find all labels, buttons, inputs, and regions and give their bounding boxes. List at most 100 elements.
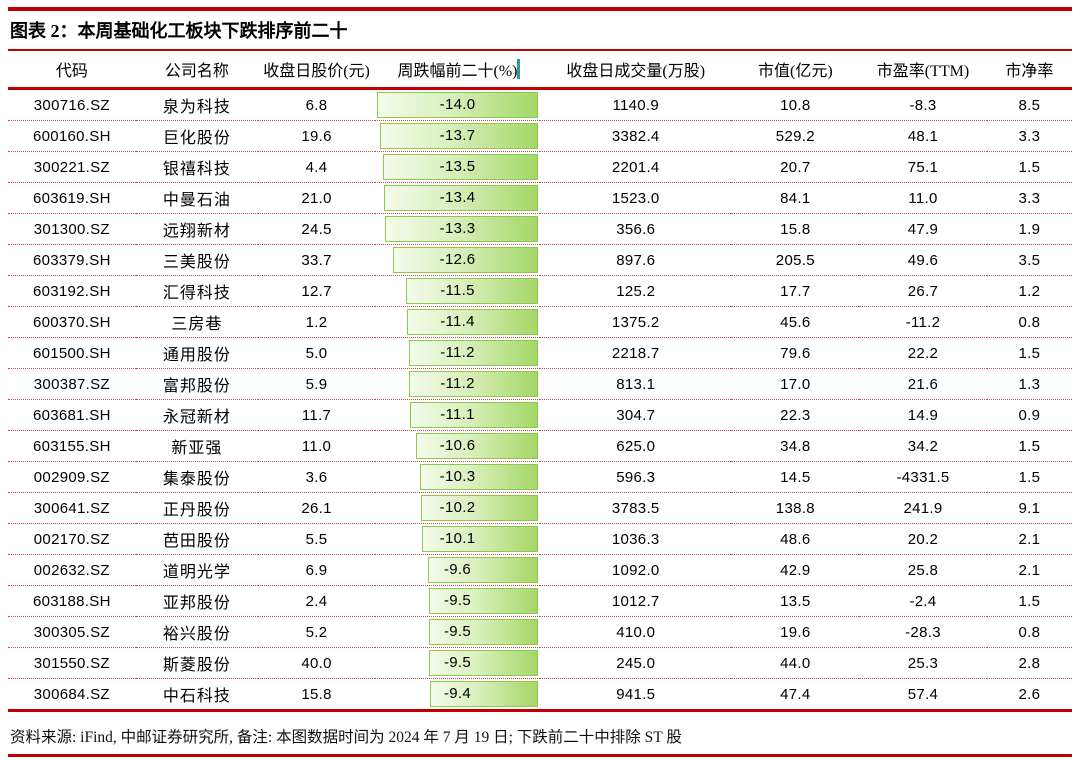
cell-market-cap: 20.7 (731, 151, 860, 183)
cell-closing-volume: 1375.2 (539, 306, 732, 338)
table-row: 300221.SZ 银禧科技 4.4 -13.5 2201.4 20.7 75.1 1.5 (8, 151, 1072, 183)
cell-pb-ratio: 0.9 (986, 399, 1072, 431)
cell-pb-ratio: 1.2 (986, 275, 1072, 307)
cell-pe-ratio: 241.9 (859, 492, 987, 524)
decline-value: -11.2 (440, 375, 475, 392)
cell-closing-volume: 1012.7 (539, 585, 732, 617)
decline-data-bar (382, 154, 538, 180)
cell-weekly-decline: -11.1 (375, 399, 540, 431)
cell-weekly-decline: -12.6 (375, 244, 540, 276)
cell-market-cap: 529.2 (731, 120, 860, 152)
cell-pe-ratio: 34.2 (859, 430, 987, 462)
decline-value: -9.5 (443, 654, 472, 671)
cell-company-name: 泉为科技 (135, 88, 259, 121)
cell-weekly-decline: -13.5 (375, 151, 540, 183)
decline-data-bar (430, 681, 538, 707)
cell-pe-ratio: 20.2 (859, 523, 987, 555)
cell-pb-ratio: 1.5 (986, 430, 1072, 462)
cell-closing-volume: 1523.0 (539, 182, 732, 214)
decline-data-bar (421, 526, 538, 552)
decline-bar-track: -11.5 (377, 278, 538, 304)
cell-stock-code: 300221.SZ (8, 151, 136, 183)
decline-bar-track: -9.6 (377, 557, 538, 583)
decline-value: -13.5 (439, 158, 476, 175)
cell-pe-ratio: -11.2 (859, 306, 987, 338)
cell-market-cap: 44.0 (731, 647, 860, 679)
cell-weekly-decline: -13.4 (375, 182, 540, 214)
cell-pb-ratio: 0.8 (986, 306, 1072, 338)
table-row: 300305.SZ 裕兴股份 5.2 -9.5 410.0 19.6 -28.3 0.8 (8, 616, 1072, 648)
cell-market-cap: 45.6 (731, 306, 860, 338)
cell-closing-volume: 1092.0 (539, 554, 732, 586)
decline-value: -10.6 (439, 437, 476, 454)
cell-company-name: 巨化股份 (135, 120, 259, 152)
cell-company-name: 斯菱股份 (135, 647, 259, 679)
cell-closing-volume: 410.0 (539, 616, 732, 648)
cell-company-name: 新亚强 (135, 430, 259, 462)
col-header-pb-ratio: 市净率 (986, 51, 1072, 90)
cell-closing-volume: 356.6 (539, 213, 732, 245)
cell-pe-ratio: 25.3 (859, 647, 987, 679)
decline-value: -11.1 (440, 406, 475, 423)
cell-pe-ratio: -28.3 (859, 616, 987, 648)
cell-closing-volume: 1036.3 (539, 523, 732, 555)
cell-pe-ratio: 22.2 (859, 337, 987, 369)
decline-value: -14.0 (439, 96, 476, 113)
decline-bar-track: -11.4 (377, 309, 538, 335)
decline-bar-track: -9.5 (377, 650, 538, 676)
cell-pb-ratio: 2.8 (986, 647, 1072, 679)
cell-pe-ratio: 21.6 (859, 368, 987, 400)
cell-pb-ratio: 0.8 (986, 616, 1072, 648)
cell-company-name: 汇得科技 (135, 275, 259, 307)
col-header-label: 收盘日股价(元) (263, 63, 370, 80)
col-header-label: 收盘日成交量(万股) (566, 63, 706, 80)
cell-pe-ratio: 47.9 (859, 213, 987, 245)
cell-closing-price: 5.9 (258, 368, 376, 400)
cell-closing-price: 15.8 (258, 678, 376, 712)
cell-stock-code: 300641.SZ (8, 492, 136, 524)
cell-company-name: 三房巷 (135, 306, 259, 338)
cell-pb-ratio: 9.1 (986, 492, 1072, 524)
cell-company-name: 远翔新材 (135, 213, 259, 245)
table-row: 601500.SH 通用股份 5.0 -11.2 2218.7 79.6 22.2 1.5 (8, 337, 1072, 369)
col-header-label: 市盈率(TTM) (876, 63, 970, 80)
decline-data-bar (416, 433, 538, 459)
table-row: 300641.SZ 正丹股份 26.1 -10.2 3783.5 138.8 241.9 9.… (8, 492, 1072, 524)
cell-closing-price: 1.2 (258, 306, 376, 338)
decline-value: -11.5 (440, 282, 475, 299)
decline-bar-track: -13.4 (377, 185, 538, 211)
cell-pb-ratio: 2.1 (986, 554, 1072, 586)
decline-value: -13.4 (439, 189, 476, 206)
cell-stock-code: 603681.SH (8, 399, 136, 431)
cell-weekly-decline: -11.2 (375, 368, 540, 400)
decline-value: -10.1 (439, 530, 476, 547)
decline-bar-track: -10.6 (377, 433, 538, 459)
cell-closing-price: 6.9 (258, 554, 376, 586)
cell-pb-ratio: 8.5 (986, 88, 1072, 121)
col-header-weekly-decline: 周跌幅前二十(%) (375, 51, 540, 90)
decline-data-bar (383, 185, 538, 211)
col-header-label: 代码 (55, 63, 88, 80)
cell-closing-price: 3.6 (258, 461, 376, 493)
cell-weekly-decline: -9.5 (375, 616, 540, 648)
decline-data-bar (428, 588, 538, 614)
cell-stock-code: 301550.SZ (8, 647, 136, 679)
table-row: 002909.SZ 集泰股份 3.6 -10.3 596.3 14.5 -4331.5 1.5 (8, 461, 1072, 493)
decline-data-bar (419, 464, 538, 490)
cell-weekly-decline: -9.6 (375, 554, 540, 586)
cell-stock-code: 603188.SH (8, 585, 136, 617)
cell-weekly-decline: -10.1 (375, 523, 540, 555)
cell-closing-volume: 596.3 (539, 461, 732, 493)
cell-market-cap: 17.7 (731, 275, 860, 307)
title-underline-rule (8, 49, 1072, 51)
col-header-closing-price: 收盘日股价(元) (258, 51, 376, 90)
table-header: 代码 公司名称 收盘日股价(元) 周跌幅前二十(%) 收盘日成交量(万股) 市值(亿元) 市… (8, 51, 1072, 90)
cell-closing-price: 19.6 (258, 120, 376, 152)
cell-pe-ratio: 49.6 (859, 244, 987, 276)
decline-value: -9.6 (443, 561, 472, 578)
col-header-label: 市值(亿元) (757, 63, 833, 80)
cell-market-cap: 15.8 (731, 213, 860, 245)
decline-value: -9.5 (443, 592, 472, 609)
decline-bar-track: -13.3 (377, 216, 538, 242)
decline-data-bar (407, 309, 538, 335)
